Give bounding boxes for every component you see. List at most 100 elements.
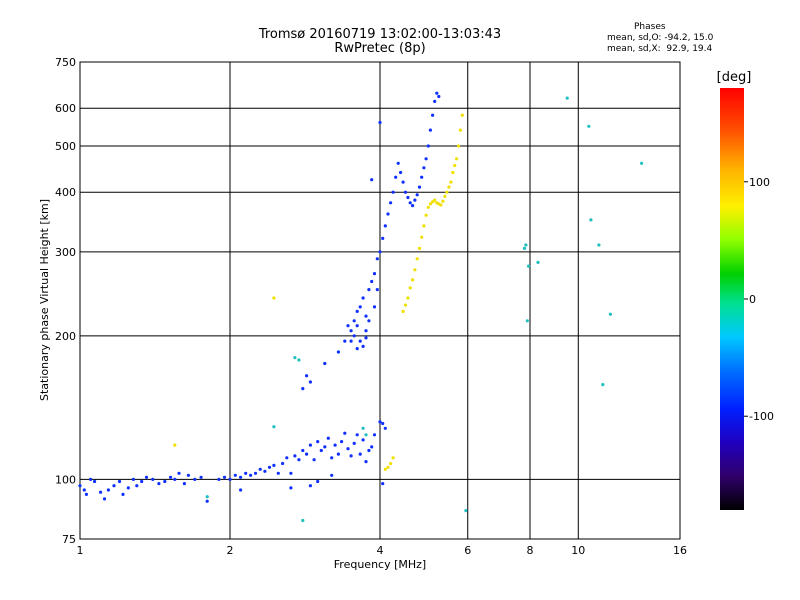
data-point <box>163 479 167 484</box>
data-point <box>340 440 344 444</box>
data-point <box>391 456 395 460</box>
data-point <box>364 460 368 464</box>
data-point <box>367 448 371 453</box>
data-point <box>93 479 97 484</box>
data-point <box>394 175 398 179</box>
x-tick-label: 1 <box>77 544 84 557</box>
data-point <box>121 492 125 496</box>
x-tick-label: 16 <box>673 544 687 557</box>
data-point <box>355 324 359 328</box>
data-point <box>364 336 368 340</box>
data-point <box>640 161 644 165</box>
data-point <box>330 456 334 460</box>
data-point <box>308 484 312 488</box>
data-point <box>386 465 390 469</box>
data-point <box>205 499 209 503</box>
data-point <box>443 194 447 198</box>
data-point <box>301 518 305 523</box>
y-tick-label: 500 <box>55 140 76 153</box>
data-point <box>355 309 359 313</box>
data-point <box>112 484 116 488</box>
data-point <box>281 461 285 466</box>
data-point <box>458 128 462 132</box>
plot-frame <box>79 61 681 540</box>
data-point <box>406 195 410 200</box>
x-axis-label: Frequency [MHz] <box>334 558 426 571</box>
data-point <box>372 305 377 309</box>
data-point <box>433 198 437 202</box>
data-point <box>297 458 301 462</box>
data-point <box>527 264 531 268</box>
data-point <box>217 477 221 481</box>
data-point <box>316 479 320 484</box>
y-tick-label: 75 <box>62 533 76 546</box>
data-point <box>401 309 405 313</box>
data-point <box>378 420 382 424</box>
data-point <box>378 250 382 254</box>
data-point <box>447 185 451 189</box>
data-point <box>428 202 432 206</box>
data-point <box>106 488 110 492</box>
data-point <box>199 475 203 479</box>
data-point <box>426 144 430 148</box>
colorbar-tick-label: 0 <box>749 293 756 306</box>
data-point <box>358 305 362 309</box>
data-point <box>389 201 393 205</box>
data-point <box>239 475 243 479</box>
data-point <box>193 477 197 481</box>
data-point <box>381 236 385 240</box>
colorbar-tick-label: -100 <box>749 410 774 423</box>
data-point <box>455 157 459 161</box>
data-point <box>391 190 395 194</box>
data-point <box>370 279 374 284</box>
data-point <box>522 246 527 250</box>
phase-line-o: mean, sd,O: -94.2, 15.0 <box>607 33 714 43</box>
data-point <box>182 482 186 486</box>
y-tick-label: 750 <box>55 56 76 69</box>
data-point <box>78 484 82 488</box>
data-point <box>140 479 144 484</box>
data-point <box>343 339 347 343</box>
data-point <box>222 475 227 479</box>
data-point <box>233 473 237 477</box>
data-point <box>456 144 461 148</box>
data-point <box>205 495 209 499</box>
data-point <box>524 243 528 247</box>
data-point <box>587 124 591 128</box>
data-point <box>413 268 417 272</box>
data-point <box>420 175 424 179</box>
data-point <box>411 278 415 282</box>
data-point <box>358 452 362 456</box>
data-point <box>439 203 443 207</box>
data-point <box>367 319 371 323</box>
data-point <box>333 443 337 447</box>
data-point <box>308 380 312 384</box>
data-point <box>126 486 130 490</box>
data-point <box>449 180 453 184</box>
data-point <box>597 243 601 247</box>
data-point <box>411 204 415 208</box>
data-point <box>372 433 377 437</box>
data-point <box>464 509 468 513</box>
data-point <box>272 296 276 300</box>
data-point <box>437 94 441 99</box>
data-point <box>336 350 340 354</box>
y-tick-labels: 75 100 200 300 400 500 600 750 <box>55 56 76 546</box>
data-point <box>396 161 400 165</box>
y-tick-label: 100 <box>55 473 76 486</box>
y-tick-label: 400 <box>55 186 76 199</box>
data-point <box>372 272 377 276</box>
data-point <box>608 312 613 316</box>
data-point <box>417 185 422 189</box>
data-point <box>346 447 350 451</box>
data-point <box>276 471 280 475</box>
data-point <box>305 374 309 378</box>
data-point <box>177 471 181 475</box>
data-point <box>289 471 293 475</box>
data-point <box>144 475 149 479</box>
data-point <box>244 471 248 475</box>
data-point <box>316 440 320 444</box>
data-point <box>401 180 405 184</box>
data-point <box>173 443 177 447</box>
